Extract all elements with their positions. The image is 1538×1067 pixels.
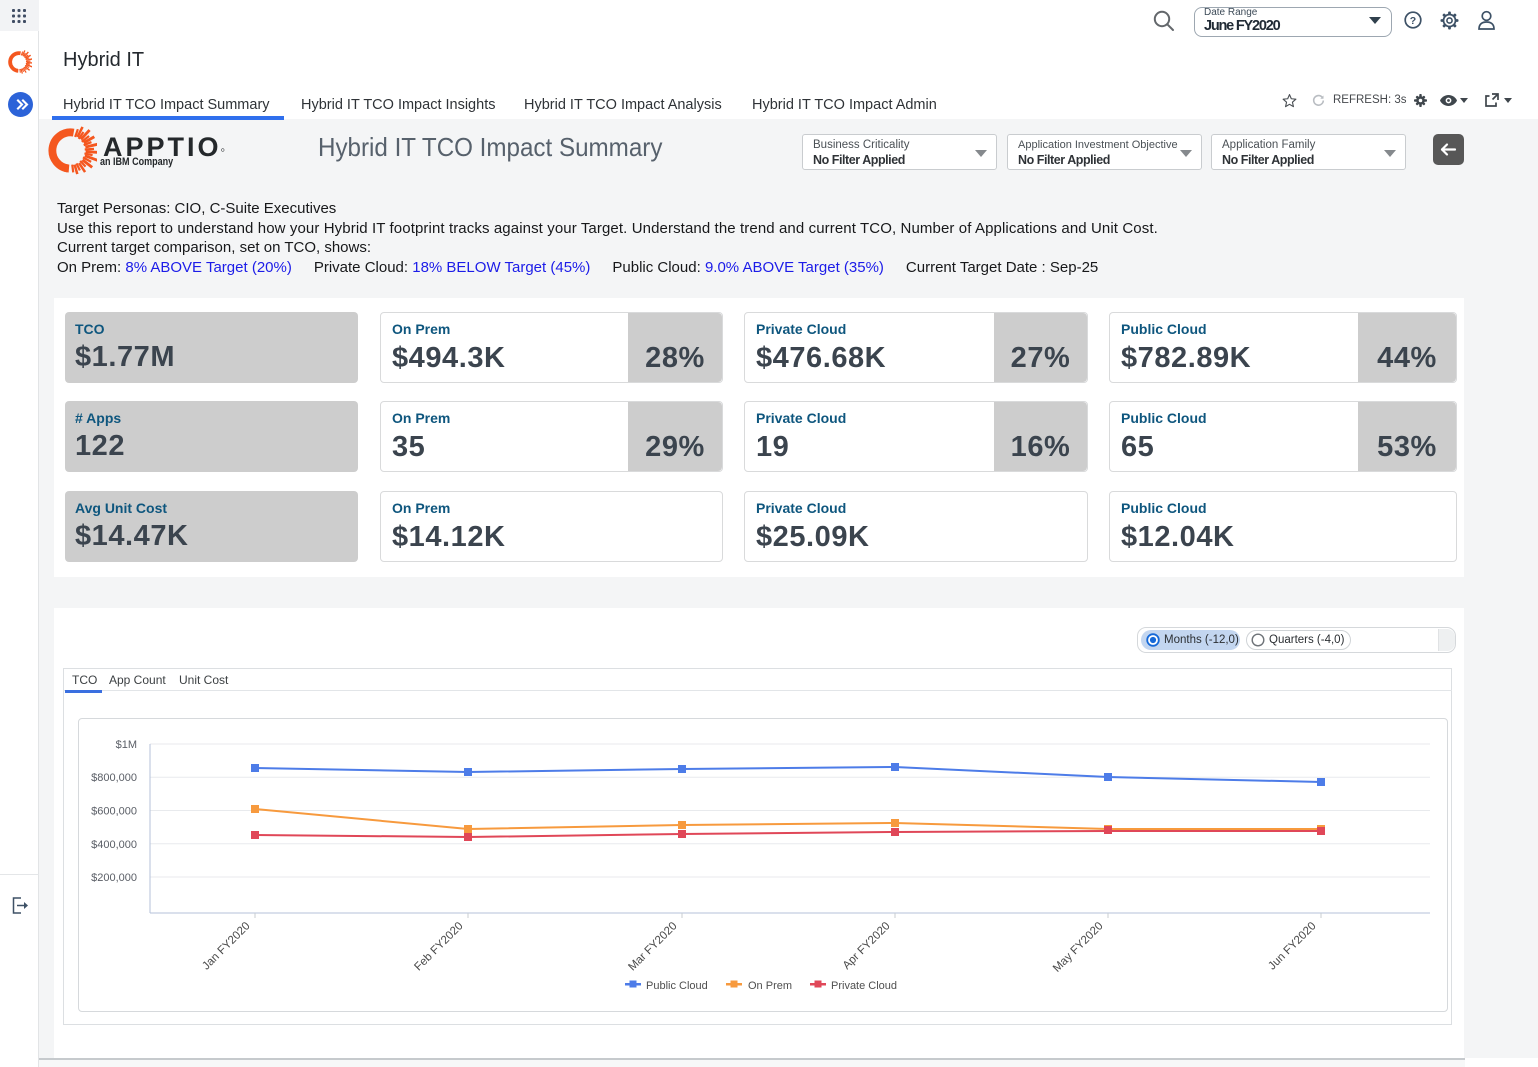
svg-text:Mar FY2020: Mar FY2020 bbox=[626, 920, 679, 973]
svg-text:$600,000: $600,000 bbox=[91, 806, 137, 818]
svg-text:$400,000: $400,000 bbox=[91, 839, 137, 851]
svg-text:$800,000: $800,000 bbox=[91, 772, 137, 784]
svg-text:$200,000: $200,000 bbox=[91, 872, 137, 884]
svg-text:Jan FY2020: Jan FY2020 bbox=[200, 920, 252, 972]
svg-text:Feb FY2020: Feb FY2020 bbox=[412, 920, 465, 973]
svg-text:Apr FY2020: Apr FY2020 bbox=[841, 920, 893, 972]
svg-text:?: ? bbox=[1410, 15, 1416, 27]
svg-text:Private Cloud: Private Cloud bbox=[831, 980, 897, 992]
svg-text:$1M: $1M bbox=[116, 739, 137, 751]
svg-text:May FY2020: May FY2020 bbox=[1051, 920, 1106, 975]
svg-text:On Prem: On Prem bbox=[748, 980, 792, 992]
svg-text:Public Cloud: Public Cloud bbox=[646, 980, 708, 992]
svg-text:Jun FY2020: Jun FY2020 bbox=[1266, 920, 1318, 972]
